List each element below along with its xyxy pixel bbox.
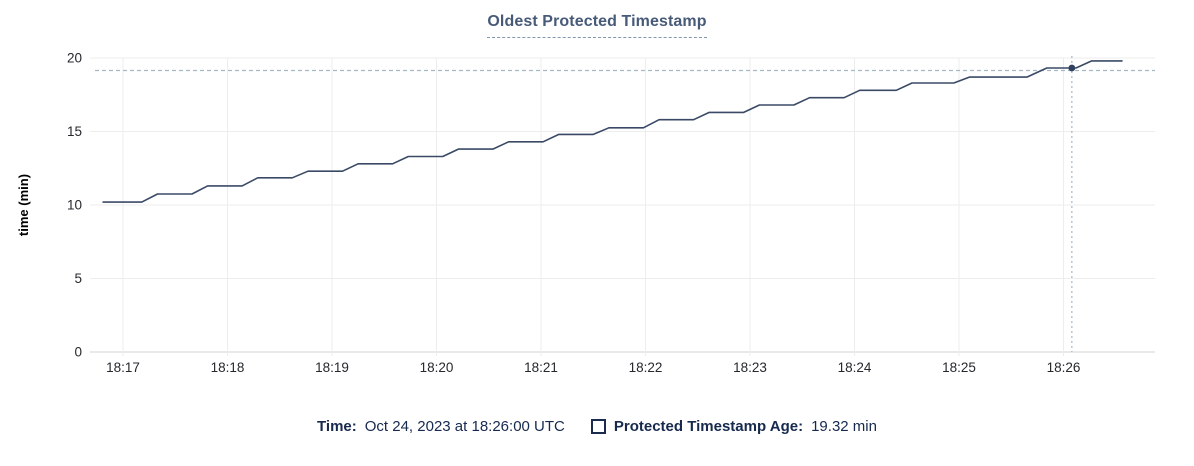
legend-item-protected-timestamp-age[interactable]: Protected Timestamp Age: 19.32 min	[590, 418, 877, 435]
hover-legend: Time: Oct 24, 2023 at 18:26:00 UTC Prote…	[0, 418, 1194, 435]
x-tick-label: 18:22	[629, 360, 663, 375]
x-tick-label: 18:20	[420, 360, 454, 375]
x-tick-label: 18:23	[733, 360, 767, 375]
x-tick-label: 18:18	[211, 360, 245, 375]
y-tick-label: 20	[67, 51, 82, 66]
hover-time-value: Oct 24, 2023 at 18:26:00 UTC	[364, 418, 565, 435]
y-tick-label: 10	[67, 198, 82, 213]
legend-series-label: Protected Timestamp Age:	[613, 418, 804, 435]
x-tick-label: 18:26	[1047, 360, 1081, 375]
chart-title-bar: Oldest Protected Timestamp	[0, 13, 1194, 38]
y-axis-label: time (min)	[16, 174, 31, 236]
y-tick-label: 5	[74, 271, 82, 286]
plot-hover-area[interactable]	[90, 58, 1155, 352]
legend-checkbox-icon[interactable]	[590, 419, 606, 434]
x-tick-label: 18:25	[942, 360, 976, 375]
chart-title[interactable]: Oldest Protected Timestamp	[487, 13, 707, 38]
hover-time-label: Time:	[317, 418, 357, 435]
x-tick-label: 18:19	[315, 360, 349, 375]
x-tick-label: 18:24	[838, 360, 872, 375]
legend-series-value: 19.32 min	[811, 418, 877, 435]
series-line-protected-timestamp-age	[102, 60, 1123, 203]
x-tick-label: 18:21	[524, 360, 558, 375]
y-tick-label: 0	[74, 345, 82, 360]
hover-point-dot	[1068, 64, 1076, 72]
x-tick-label: 18:17	[106, 360, 140, 375]
y-tick-label: 15	[67, 124, 82, 139]
